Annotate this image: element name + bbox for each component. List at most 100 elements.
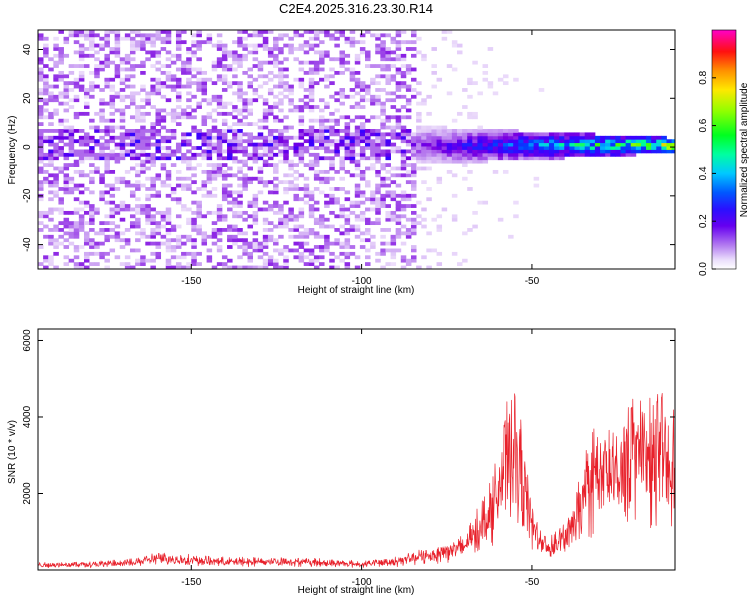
- heatmap-cell: [370, 221, 376, 226]
- heatmap-cell: [594, 135, 601, 140]
- heatmap-cell: [359, 105, 366, 109]
- heatmap-cell: [83, 265, 90, 269]
- heatmap-cell: [114, 33, 121, 38]
- heatmap-cell: [140, 70, 146, 75]
- heatmap-cell: [83, 241, 90, 246]
- heatmap-cell: [237, 238, 243, 243]
- heatmap-cell: [421, 53, 427, 58]
- heatmap-cell: [43, 98, 49, 103]
- heatmap-cell: [119, 36, 126, 41]
- heatmap-cell: [411, 255, 417, 260]
- heatmap-cell: [298, 129, 305, 133]
- heatmap-cell: [431, 248, 437, 253]
- heatmap-cell: [262, 43, 269, 48]
- heatmap-cell: [375, 217, 381, 222]
- heatmap-cell: [421, 142, 427, 147]
- heatmap-cell: [48, 238, 54, 243]
- heatmap-cell: [630, 139, 637, 144]
- heatmap-cell: [119, 152, 126, 157]
- heatmap-cell: [48, 94, 54, 99]
- heatmap-cell: [129, 64, 136, 68]
- heatmap-cell: [237, 265, 243, 269]
- heatmap-cell: [502, 149, 509, 154]
- heatmap-cell: [104, 238, 110, 243]
- heatmap-cell: [528, 132, 535, 137]
- heatmap-cell: [456, 43, 463, 48]
- heatmap-cell: [43, 74, 49, 79]
- heatmap-cell: [405, 197, 412, 202]
- heatmap-cell: [99, 129, 105, 133]
- heatmap-cell: [104, 40, 110, 45]
- heatmap-cell: [78, 217, 85, 222]
- heatmap-cell: [216, 135, 223, 140]
- heatmap-cell: [160, 94, 167, 99]
- heatmap-cell: [569, 149, 575, 154]
- heatmap-cell: [293, 234, 299, 239]
- heatmap-cell: [385, 115, 391, 120]
- heatmap-cell: [365, 84, 371, 89]
- heatmap-cell: [181, 67, 187, 72]
- snr-x-ticks: -150 -100 -50: [181, 329, 540, 588]
- heatmap-cell: [53, 183, 59, 188]
- heatmap-cell: [273, 204, 279, 208]
- heatmap-cell: [559, 146, 565, 150]
- heatmap-cell: [640, 135, 647, 140]
- heatmap-cell: [186, 176, 192, 181]
- heatmap-cell: [181, 64, 187, 68]
- heatmap-cell: [206, 146, 213, 150]
- heatmap-cell: [38, 214, 44, 219]
- heatmap-cell: [375, 115, 381, 120]
- heatmap-cell: [150, 258, 156, 263]
- heatmap-cell: [43, 47, 49, 51]
- heatmap-cell: [267, 105, 274, 109]
- heatmap-cell: [385, 33, 391, 38]
- heatmap-cell: [313, 60, 320, 65]
- heatmap-cell: [436, 146, 443, 150]
- heatmap-cell: [334, 57, 340, 62]
- heatmap-cell: [283, 135, 289, 140]
- heatmap-cell: [359, 84, 366, 89]
- heatmap-cell: [370, 33, 376, 38]
- heatmap-cell: [385, 67, 391, 72]
- heatmap-cell: [48, 159, 54, 164]
- heatmap-cell: [63, 262, 70, 266]
- heatmap-cell: [273, 248, 279, 253]
- heatmap-cell: [278, 77, 284, 82]
- heatmap-cell: [201, 169, 208, 174]
- heatmap-cell: [221, 163, 228, 167]
- heatmap-cell: [63, 176, 70, 181]
- heatmap-cell: [313, 67, 320, 72]
- heatmap-cell: [584, 146, 591, 150]
- heatmap-cell: [165, 70, 172, 75]
- heatmap-cell: [533, 149, 540, 154]
- heatmap-cell: [354, 265, 361, 269]
- heatmap-cell: [421, 125, 427, 130]
- heatmap-cell: [370, 241, 376, 246]
- heatmap-cell: [359, 193, 366, 198]
- heatmap-cell: [38, 135, 44, 140]
- heatmap-cell: [73, 265, 80, 269]
- heatmap-cell: [160, 163, 167, 167]
- heatmap-cell: [319, 115, 325, 120]
- heatmap-cell: [329, 36, 335, 41]
- heatmap-cell: [43, 265, 49, 269]
- heatmap-cell: [390, 262, 397, 266]
- heatmap-cell: [605, 152, 611, 157]
- heatmap-cell: [155, 224, 162, 229]
- colorbar-label: Normalized spectral amplitude: [739, 82, 750, 217]
- heatmap-cell: [175, 33, 182, 38]
- heatmap-cell: [431, 217, 437, 222]
- heatmap-cell: [451, 173, 458, 178]
- heatmap-cell: [278, 118, 284, 123]
- heatmap-cell: [104, 33, 110, 38]
- heatmap-cell: [308, 60, 315, 65]
- heatmap-cell: [262, 180, 269, 185]
- heatmap-cell: [78, 64, 85, 68]
- spectrogram-y-tick-label: -40: [22, 237, 33, 252]
- heatmap-cell: [431, 159, 437, 164]
- heatmap-cell: [395, 166, 402, 171]
- heatmap-cell: [63, 187, 70, 191]
- heatmap-cell: [201, 84, 208, 89]
- heatmap-cell: [564, 149, 570, 154]
- heatmap-cell: [247, 139, 254, 144]
